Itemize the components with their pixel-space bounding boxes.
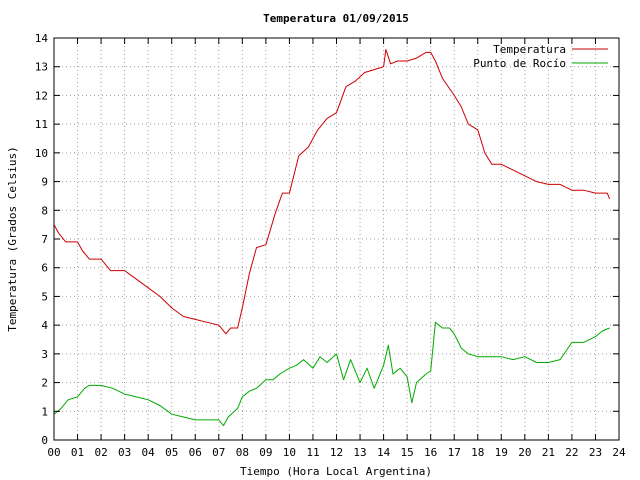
x-tick-label: 10 — [283, 446, 296, 459]
y-tick-label: 14 — [35, 32, 49, 45]
x-tick-label: 24 — [612, 446, 626, 459]
x-tick-label: 13 — [353, 446, 366, 459]
y-tick-label: 11 — [35, 118, 48, 131]
x-tick-label: 12 — [330, 446, 343, 459]
x-axis-label: Tiempo (Hora Local Argentina) — [240, 465, 432, 478]
x-tick-label: 15 — [401, 446, 414, 459]
chart-title: Temperatura 01/09/2015 — [263, 12, 409, 25]
x-tick-label: 04 — [142, 446, 156, 459]
legend-label: Punto de Rocío — [473, 57, 566, 70]
y-tick-label: 2 — [41, 377, 48, 390]
y-tick-label: 8 — [41, 204, 48, 217]
y-tick-label: 10 — [35, 147, 48, 160]
x-tick-label: 06 — [189, 446, 202, 459]
x-tick-label: 00 — [47, 446, 60, 459]
x-tick-label: 07 — [212, 446, 225, 459]
y-tick-label: 1 — [41, 405, 48, 418]
x-tick-label: 09 — [259, 446, 272, 459]
y-tick-label: 3 — [41, 348, 48, 361]
x-tick-label: 22 — [565, 446, 578, 459]
x-tick-label: 23 — [589, 446, 602, 459]
x-tick-label: 01 — [71, 446, 84, 459]
y-tick-label: 4 — [41, 319, 48, 332]
x-tick-label: 02 — [94, 446, 107, 459]
x-tick-label: 05 — [165, 446, 178, 459]
x-tick-label: 11 — [306, 446, 319, 459]
x-tick-label: 14 — [377, 446, 391, 459]
x-tick-label: 18 — [471, 446, 484, 459]
x-tick-label: 20 — [518, 446, 531, 459]
y-tick-label: 12 — [35, 89, 48, 102]
x-tick-label: 03 — [118, 446, 131, 459]
x-tick-label: 17 — [448, 446, 461, 459]
grid-lines — [54, 38, 619, 440]
x-tick-label: 19 — [495, 446, 508, 459]
x-tick-label: 16 — [424, 446, 437, 459]
series-line-0 — [53, 49, 611, 335]
axis-ticks: 00 01 02 03 04 05 06 07 08 09 10 11 12 13 14 15 16 17 18 19… — [35, 32, 626, 459]
y-tick-label: 9 — [41, 176, 48, 189]
y-tick-label: 7 — [41, 233, 48, 246]
legend-label: Temperatura — [493, 43, 566, 56]
y-tick-label: 13 — [35, 61, 48, 74]
x-tick-label: 21 — [542, 446, 555, 459]
y-tick-label: 0 — [41, 434, 48, 447]
y-tick-label: 6 — [41, 262, 48, 275]
series-lines — [53, 49, 611, 427]
series-line-1 — [53, 321, 610, 427]
y-axis-label: Temperatura (Grados Celsius) — [6, 146, 19, 331]
x-tick-label: 08 — [236, 446, 249, 459]
y-tick-label: 5 — [41, 290, 48, 303]
